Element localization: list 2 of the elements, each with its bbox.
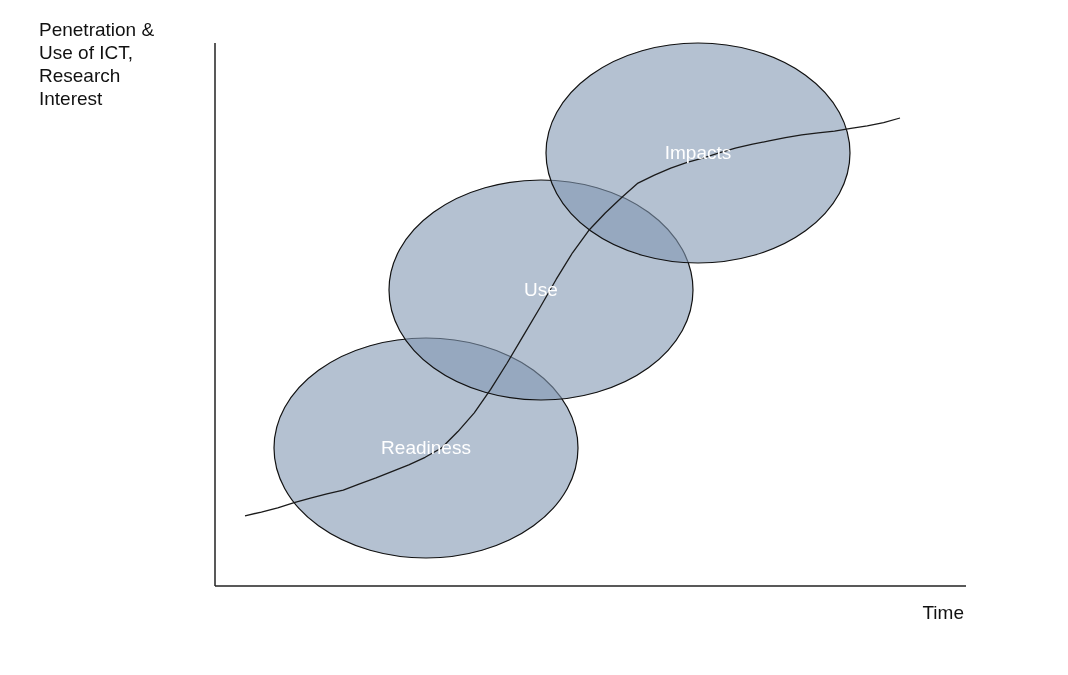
x-axis-title: Time bbox=[922, 602, 964, 623]
y-axis-title: Penetration & Use of ICT, Research Interest bbox=[39, 19, 155, 109]
